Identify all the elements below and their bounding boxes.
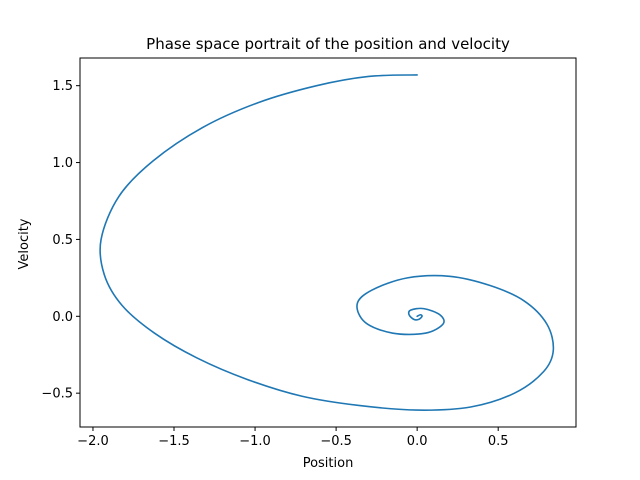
plot-area: −2.0 −1.5 −1.0 −0.5 0.0 0.5 −0.5 0.0 0.5 1.0 1.5 (41, 57, 577, 449)
x-axis-label: Position (303, 456, 354, 471)
y-tick-label: 1.5 (52, 79, 73, 94)
x-tick-label: −1.0 (239, 434, 271, 449)
x-tick-label: −0.5 (320, 434, 352, 449)
axes-frame (79, 57, 577, 428)
y-tick-label: 1.0 (52, 156, 73, 171)
x-tick-label: −1.5 (158, 434, 190, 449)
y-tick-label: −0.5 (41, 387, 73, 402)
y-tick-label: 0.0 (52, 310, 73, 325)
chart-title: Phase space portrait of the position and… (146, 35, 510, 53)
y-tick-label: 0.5 (52, 233, 73, 248)
x-tick-label: −2.0 (77, 434, 109, 449)
x-tick-label: 0.0 (407, 434, 428, 449)
series-line-0 (99, 74, 555, 411)
y-axis-label: Velocity (17, 218, 32, 269)
x-tick-label: 0.5 (488, 434, 509, 449)
